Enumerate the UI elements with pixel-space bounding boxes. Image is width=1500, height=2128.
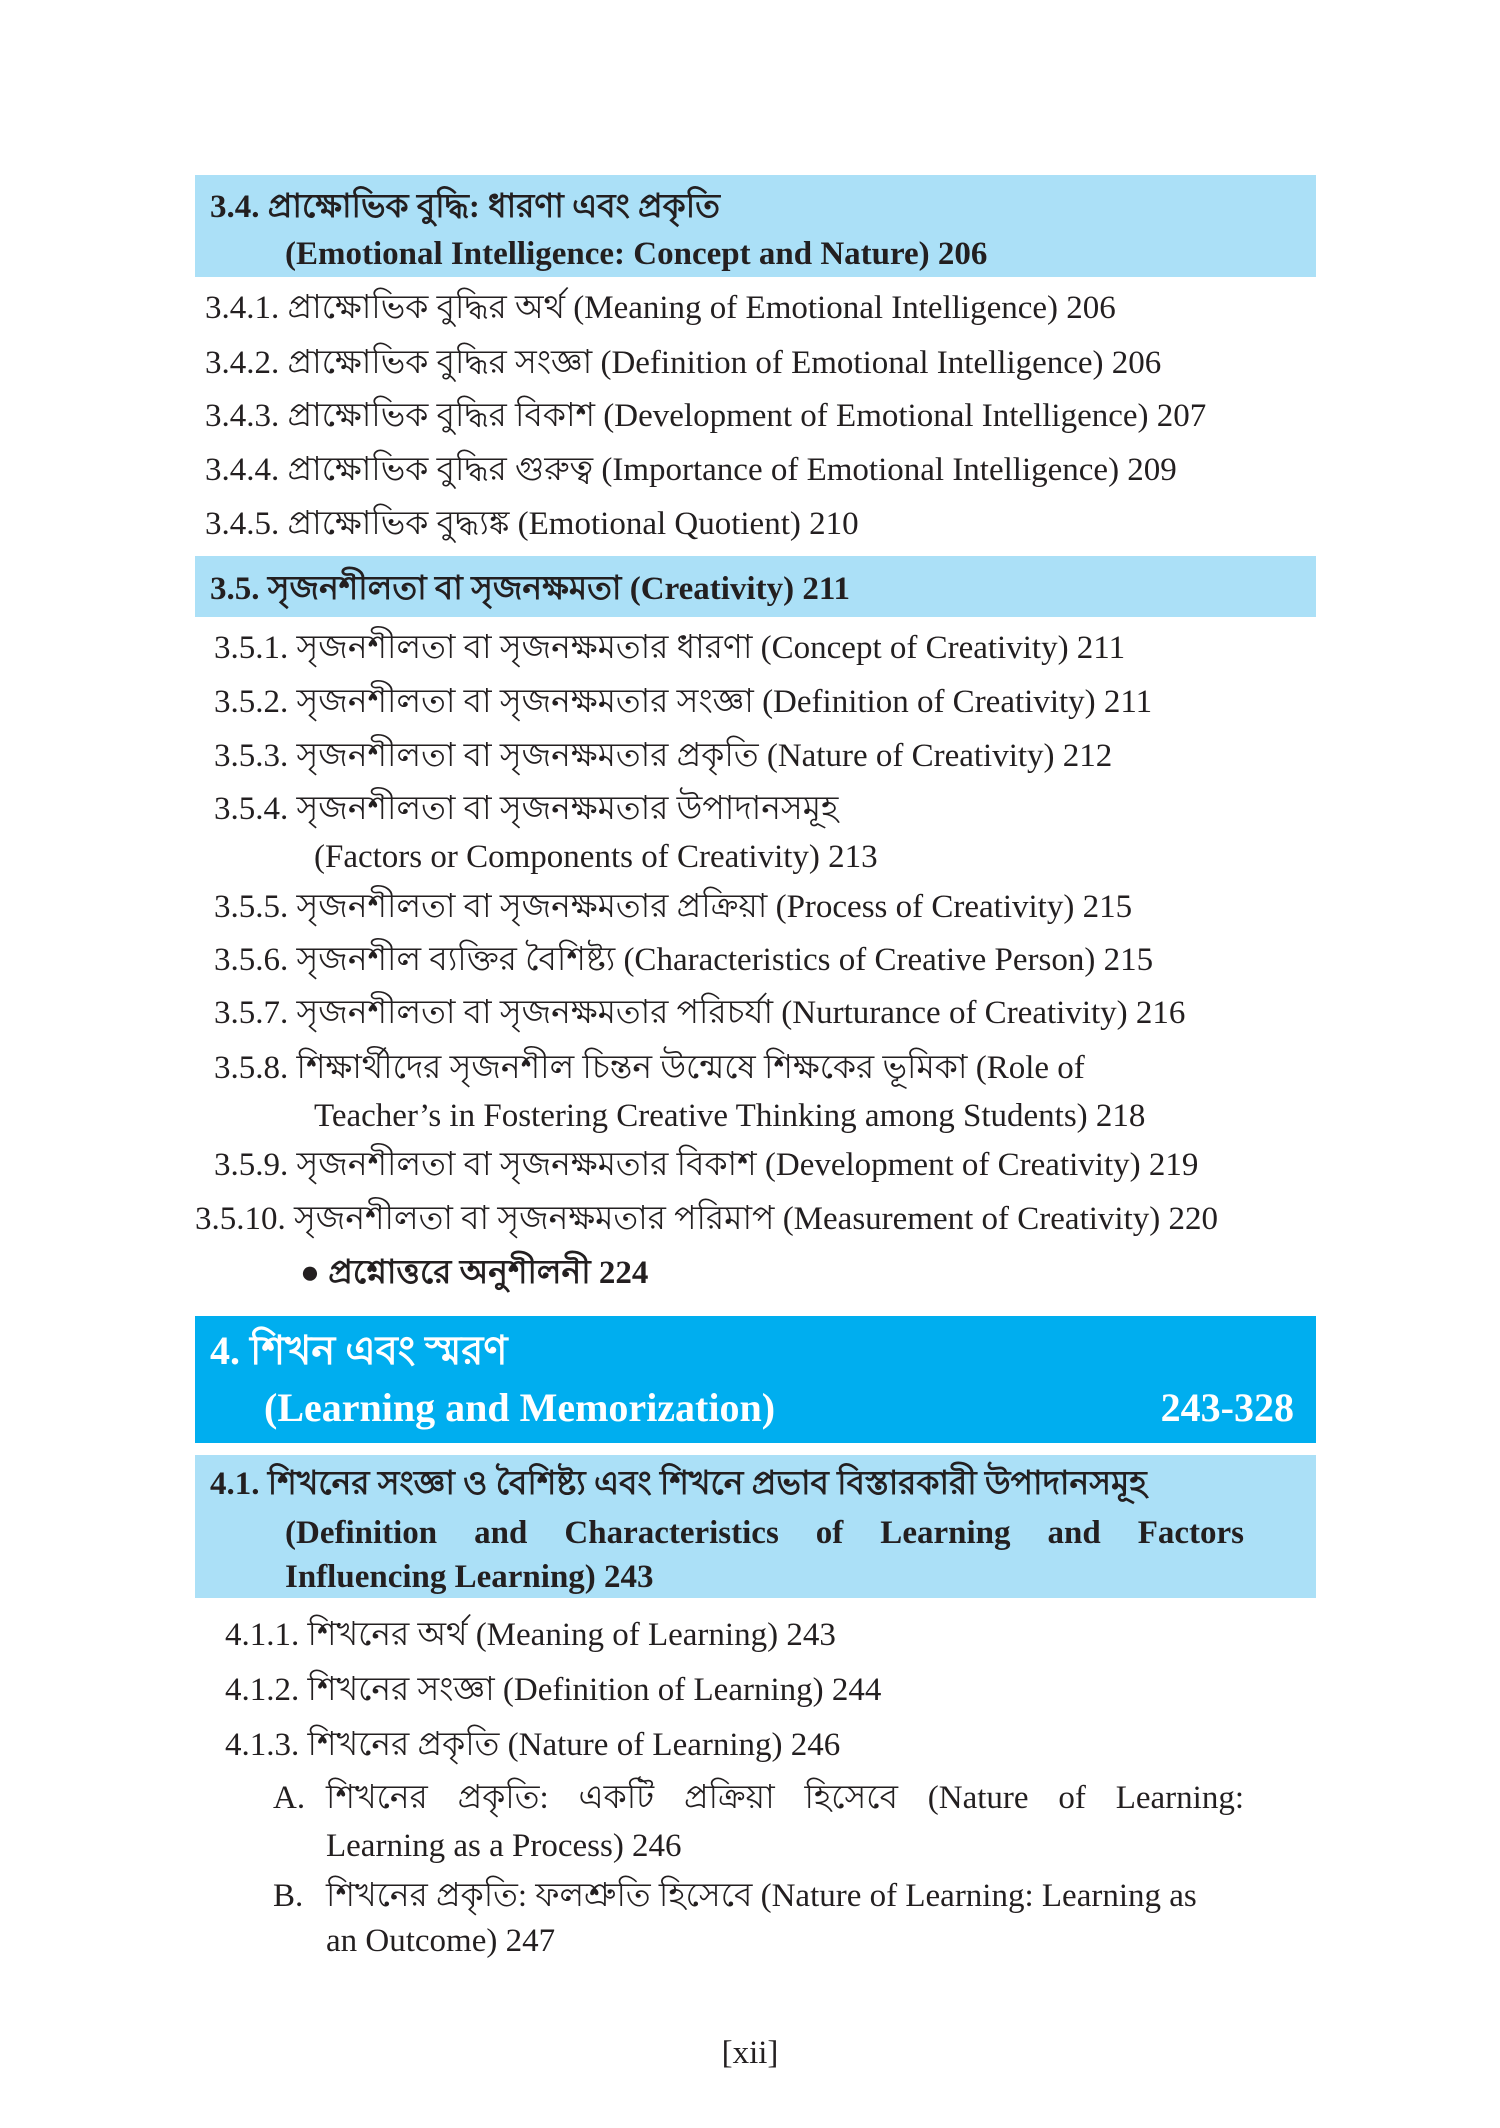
toc-subentry-label: A.	[273, 1780, 306, 1816]
toc-entry: 3.5.2. সৃজনশীলতা বা সৃজনক্ষমতার সংজ্ঞা (…	[214, 684, 1153, 720]
section-3-5-header	[195, 556, 1316, 617]
section-heading: 3.5. সৃজনশীলতা বা সৃজনক্ষমতা (Creativity…	[210, 571, 851, 607]
toc-entry: 3.5.3. সৃজনশীলতা বা সৃজনক্ষমতার প্রকৃতি …	[214, 738, 1113, 774]
toc-entry-continued: Teacher’s in Fostering Creative Thinking…	[314, 1098, 1146, 1134]
toc-subentry: শিখনের প্রকৃতি: ফলশ্রুতি হিসেবে (Nature …	[326, 1878, 1197, 1914]
exercise-entry: ● প্রশ্নোত্তরে অনুশীলনী 224	[300, 1255, 649, 1291]
toc-entry: 3.5.9. সৃজনশীলতা বা সৃজনক্ষমতার বিকাশ (D…	[214, 1147, 1199, 1183]
toc-subentry-label: B.	[273, 1878, 304, 1914]
toc-entry: 3.5.6. সৃজনশীল ব্যক্তির বৈশিষ্ট্য (Chara…	[214, 942, 1154, 978]
toc-entry: 4.1.2. শিখনের সংজ্ঞা (Definition of Lear…	[225, 1672, 882, 1708]
toc-entry: 3.4.5. প্রাক্ষোভিক বুদ্ধ্যঙ্ক (Emotional…	[205, 506, 859, 542]
toc-subentry: শিখনের প্রকৃতি: একটি প্রক্রিয়া হিসেবে (…	[326, 1780, 1244, 1816]
chapter-pages: 243-328	[1160, 1385, 1294, 1430]
section-heading-en: (Definition and Characteristics of Learn…	[285, 1515, 1244, 1551]
chapter-4-header	[195, 1316, 1316, 1443]
section-4-1-header	[195, 1455, 1316, 1598]
toc-entry: 3.5.1. সৃজনশীলতা বা সৃজনক্ষমতার ধারণা (C…	[214, 630, 1126, 666]
toc-entry-continued: (Factors or Components of Creativity) 21…	[314, 839, 878, 875]
toc-entry: 3.4.1. প্রাক্ষোভিক বুদ্ধির অর্থ (Meaning…	[205, 290, 1116, 326]
section-heading-en: Influencing Learning) 243	[285, 1559, 654, 1595]
toc-entry: 3.4.4. প্রাক্ষোভিক বুদ্ধির গুরুত্ব (Impo…	[205, 452, 1177, 488]
section-heading-en: (Emotional Intelligence: Concept and Nat…	[285, 236, 988, 272]
section-3-4-header	[195, 175, 1316, 277]
toc-entry: 3.4.2. প্রাক্ষোভিক বুদ্ধির সংজ্ঞা (Defin…	[205, 345, 1162, 381]
toc-entry: 3.5.8. শিক্ষার্থীদের সৃজনশীল চিন্তন উন্ম…	[214, 1050, 1085, 1086]
toc-entry: 3.4.3. প্রাক্ষোভিক বুদ্ধির বিকাশ (Develo…	[205, 398, 1207, 434]
bullet-icon: ●	[300, 1255, 320, 1291]
toc-entry: 4.1.3. শিখনের প্রকৃতি (Nature of Learnin…	[225, 1727, 841, 1763]
toc-entry: 4.1.1. শিখনের অর্থ (Meaning of Learning)…	[225, 1617, 836, 1653]
toc-subentry-continued: an Outcome) 247	[326, 1923, 556, 1959]
toc-subentry-continued: Learning as a Process) 246	[326, 1828, 682, 1864]
page-number: [xii]	[721, 2035, 779, 2071]
chapter-title-bn: 4. শিখন এবং স্মরণ	[210, 1328, 508, 1373]
toc-entry: 3.5.7. সৃজনশীলতা বা সৃজনক্ষমতার পরিচর্যা…	[214, 995, 1186, 1031]
toc-entry: 3.5.5. সৃজনশীলতা বা সৃজনক্ষমতার প্রক্রিয…	[214, 889, 1133, 925]
section-heading: 4.1. শিখনের সংজ্ঞা ও বৈশিষ্ট্য এবং শিখনে…	[210, 1466, 1147, 1502]
toc-entry: 3.5.4. সৃজনশীলতা বা সৃজনক্ষমতার উপাদানসম…	[214, 791, 839, 827]
section-heading: 3.4. প্রাক্ষোভিক বুদ্ধি: ধারণা এবং প্রকৃ…	[210, 189, 720, 225]
chapter-title-en: (Learning and Memorization)	[264, 1385, 776, 1430]
toc-entry: 3.5.10. সৃজনশীলতা বা সৃজনক্ষমতার পরিমাপ …	[195, 1201, 1218, 1237]
